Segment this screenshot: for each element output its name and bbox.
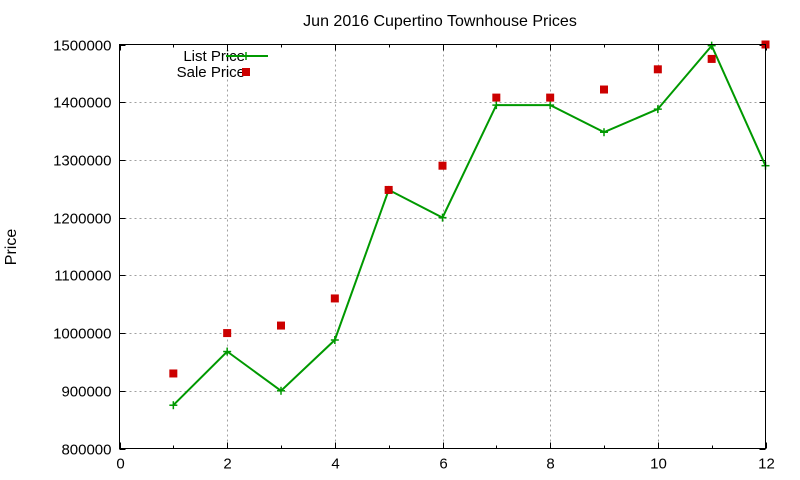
- y-axis-label: Price: [3, 229, 20, 266]
- list-price-point: [653, 105, 662, 114]
- sale-price-point: [384, 185, 393, 194]
- list-price-point: [600, 128, 608, 137]
- sale-price-point: [438, 161, 447, 170]
- x-tick-label: 0: [116, 456, 124, 473]
- y-tick-label: 900000: [61, 384, 111, 401]
- list-price-point: [330, 335, 339, 344]
- list-price-point: [169, 401, 178, 410]
- y-tick-label: 1500000: [53, 38, 111, 55]
- sale-price-point: [546, 93, 555, 102]
- y-tick-label: 1100000: [54, 268, 111, 285]
- y-tick-label: 1300000: [53, 153, 111, 170]
- plot-frame: [119, 44, 766, 449]
- y-tick-label: 1000000: [53, 326, 111, 343]
- legend-label: List Price: [183, 48, 245, 65]
- x-tick-label: 12: [758, 456, 775, 473]
- y-tick-label: 1200000: [53, 211, 111, 228]
- y-tick-label: 800000: [61, 442, 111, 459]
- list-price-point: [223, 347, 232, 356]
- series-sale-price: [169, 40, 770, 378]
- list-price-point: [546, 101, 555, 110]
- data-series: [169, 40, 770, 410]
- list-price-line: [172, 43, 767, 406]
- sale-price-point: [492, 93, 501, 102]
- list-price-point: [707, 41, 716, 50]
- series-list-price: [169, 41, 770, 410]
- sale-price-point: [653, 65, 662, 74]
- sale-price-point: [707, 54, 716, 63]
- x-tick-label: 2: [223, 456, 231, 473]
- x-tick-label: 8: [546, 456, 554, 473]
- legend-label: Sale Price: [177, 64, 245, 81]
- sale-price-point: [223, 329, 232, 338]
- gridlines: [119, 44, 766, 449]
- y-tick-label: 1400000: [53, 95, 111, 112]
- x-tick-label: 10: [650, 456, 667, 473]
- chart-title: Jun 2016 Cupertino Townhouse Prices: [303, 13, 577, 30]
- list-price-point: [492, 101, 501, 110]
- list-price-point: [438, 213, 447, 222]
- tick-labels: 0 2 4 6 8 10 12 800000 900000 1000000 1100000 12000…: [53, 38, 775, 473]
- legend-plus-marker: [242, 52, 250, 60]
- x-tick-label: 4: [331, 456, 339, 473]
- list-price-point: [277, 386, 285, 395]
- axis-ticks: [119, 44, 767, 450]
- sale-price-point: [330, 294, 339, 303]
- legend-square-marker: [242, 68, 250, 76]
- sale-price-point: [277, 321, 285, 330]
- sale-price-point: [600, 85, 608, 94]
- x-tick-label: 6: [439, 456, 447, 473]
- sale-price-point: [169, 369, 178, 378]
